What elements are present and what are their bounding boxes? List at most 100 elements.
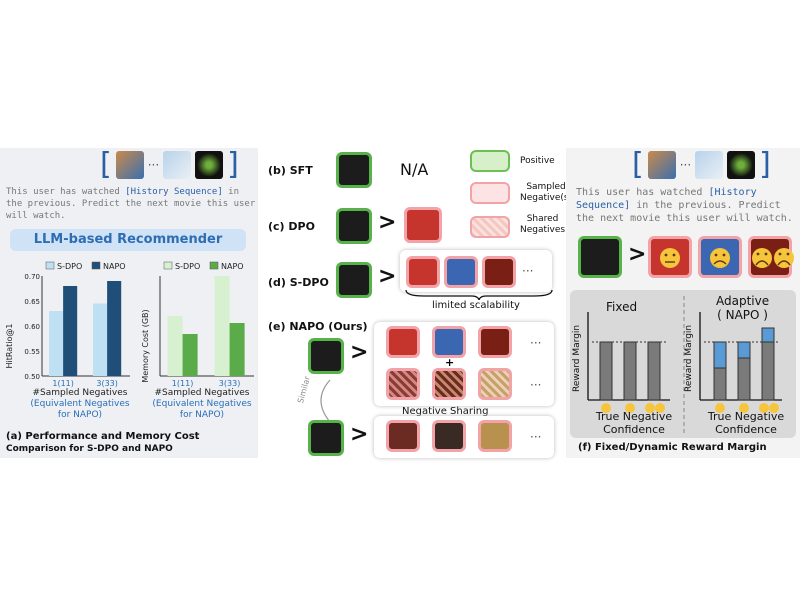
legend-shared-line2: Negatives — [520, 225, 566, 235]
shared-negative-poster — [478, 368, 512, 400]
llm-recommender-banner: LLM-based Recommender — [10, 229, 246, 251]
napo-label: (e) NAPO (Ours) — [268, 320, 368, 333]
legend-swatch — [45, 261, 55, 270]
yaxis-label-fixed: Reward Margin — [572, 324, 582, 392]
history-poster-thumbnail — [695, 151, 724, 179]
xaxis-line2: Confidence — [715, 423, 777, 436]
xaxis-line2: Confidence — [603, 423, 665, 436]
memory-chart: S-DPO NAPO 1(11) 3(33) Memory Cost (GB) — [141, 261, 254, 388]
legend-label: NAPO — [103, 262, 126, 271]
limited-scalability-text: limited scalability — [432, 300, 520, 311]
bar-napo — [182, 334, 198, 376]
y-tick-label: 0.60 — [24, 323, 40, 331]
sampled-negative-poster — [404, 207, 442, 243]
history-sequence-f: [ ··· ] — [632, 150, 771, 180]
adaptive-line2: ( NAPO ) — [717, 308, 768, 322]
sampled-negative-poster — [386, 326, 420, 358]
legend-swatch — [91, 261, 101, 270]
positive-poster — [336, 152, 372, 188]
x-tick-label: 1(11) — [52, 379, 74, 388]
legend-shared-swatch — [470, 216, 510, 238]
ellipsis: ··· — [679, 158, 692, 172]
greater-than-icon: > — [628, 242, 647, 267]
history-sequence-a: [ ··· ] — [100, 150, 239, 180]
ellipsis: ··· — [530, 430, 542, 444]
ellipsis: ··· — [530, 336, 542, 350]
xlabel-line1: #Sampled Negatives — [154, 388, 250, 398]
bar-napo — [63, 286, 78, 376]
xaxis-label-adaptive: True Negative Confidence — [698, 410, 794, 436]
xlabel-line3: for NAPO) — [57, 410, 103, 420]
positive-poster — [336, 208, 372, 244]
hitratio-xlabel: #Sampled Negatives (Equivalent Negatives… — [20, 388, 140, 421]
legend-label: S-DPO — [57, 262, 82, 271]
sft-label: (b) SFT — [268, 164, 313, 177]
bar-s-dpo — [49, 311, 64, 376]
positive-poster — [308, 338, 344, 374]
caption-f: (f) Fixed/Dynamic Reward Margin — [578, 442, 767, 453]
legend-sampled-line2: Negative(s) — [520, 193, 573, 203]
memory-xlabel: #Sampled Negatives (Equivalent Negatives… — [146, 388, 258, 421]
left-bracket-icon: [ — [100, 147, 112, 182]
sampled-negative-poster — [478, 326, 512, 358]
hitratio-chart: S-DPO NAPO 0.70 0.65 0.60 0.55 0.50 1(11) 3(33… — [5, 261, 130, 388]
xaxis-line1: True Negative — [595, 410, 673, 423]
ellipsis: ··· — [522, 264, 534, 278]
plus-icon: + — [445, 356, 455, 369]
ellipsis: ··· — [530, 378, 542, 392]
y-tick-label: 0.70 — [24, 273, 40, 281]
history-poster-thumbnail — [647, 151, 676, 179]
adaptive-label: Adaptive ( NAPO ) — [716, 294, 769, 322]
y-tick-label: 0.50 — [24, 373, 40, 381]
bar-s-dpo — [167, 316, 183, 376]
bar-napo — [107, 281, 122, 376]
chart-ylabel: HitRatio@1 — [5, 323, 14, 368]
x-tick-label: 1(11) — [172, 379, 194, 388]
legend-sampled-line1: Sampled — [526, 182, 566, 192]
brace-icon — [405, 289, 553, 300]
xaxis-label-fixed: True Negative Confidence — [586, 410, 682, 436]
xlabel-line2: (Equivalent Negatives — [152, 399, 252, 409]
legend-sampled-label: Sampled Negative(s) — [520, 182, 572, 204]
legend-positive-label: Positive — [520, 156, 555, 166]
prompt-text-a: This user has watched [History Sequence]… — [6, 187, 256, 221]
shared-negative-poster — [386, 368, 420, 400]
legend-label: NAPO — [221, 262, 244, 271]
prompt-text-f: This user has watched [History Sequence]… — [576, 187, 793, 224]
right-bracket-icon: ] — [759, 147, 771, 182]
legend-shared-label: Shared Negatives — [520, 214, 565, 236]
na-text: N/A — [400, 160, 429, 179]
sampled-negative-poster — [406, 256, 440, 288]
adaptive-line1: Adaptive — [716, 294, 770, 308]
sampled-negative-poster — [444, 256, 478, 288]
positive-poster — [578, 236, 622, 278]
right-bracket-icon: ] — [227, 147, 239, 182]
xaxis-line1: True Negative — [707, 410, 785, 423]
legend-sampled-swatch — [470, 182, 510, 204]
fixed-label: Fixed — [606, 300, 638, 314]
history-poster-thumbnail — [727, 151, 756, 179]
xlabel-line1: #Sampled Negatives — [32, 388, 128, 398]
xlabel-line3: for NAPO) — [179, 410, 225, 420]
caption-a: (a) Performance and Memory Cost Comparis… — [6, 430, 256, 456]
dpo-label: (c) DPO — [268, 220, 315, 233]
reward-margin-chart — [587, 296, 782, 436]
legend-swatch — [163, 261, 173, 270]
y-tick-label: 0.55 — [24, 348, 40, 356]
sampled-negative-poster — [432, 420, 466, 452]
negative-sharing-text: Negative Sharing — [402, 406, 489, 417]
shared-negative-poster — [432, 368, 466, 400]
yaxis-label-adaptive: Reward Margin — [684, 324, 694, 392]
sampled-negative-poster-neutral — [648, 236, 692, 278]
greater-than-icon: > — [350, 340, 369, 365]
bar-s-dpo — [214, 276, 230, 376]
chart-ylabel: Memory Cost (GB) — [141, 309, 150, 382]
sampled-negative-poster — [432, 326, 466, 358]
history-poster-thumbnail — [163, 151, 192, 179]
left-bracket-icon: [ — [632, 147, 644, 182]
y-tick-label: 0.65 — [24, 298, 40, 306]
positive-poster — [336, 262, 372, 298]
greater-than-icon: > — [378, 210, 397, 235]
history-poster-thumbnail — [115, 151, 144, 179]
x-tick-label: 3(33) — [219, 379, 241, 388]
